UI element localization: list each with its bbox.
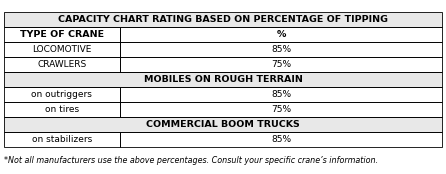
Bar: [4, 132, 120, 147]
Bar: [4, 12, 442, 27]
Bar: [120, 132, 442, 147]
Bar: [4, 102, 120, 117]
Bar: [4, 27, 120, 42]
Bar: [120, 42, 442, 57]
Bar: [4, 117, 442, 132]
Text: 85%: 85%: [271, 45, 291, 54]
Bar: [4, 57, 120, 72]
Bar: [120, 132, 442, 147]
Text: CAPACITY CHART RATING BASED ON PERCENTAGE OF TIPPING: CAPACITY CHART RATING BASED ON PERCENTAG…: [58, 15, 388, 24]
Bar: [120, 27, 442, 42]
Text: 85%: 85%: [271, 90, 291, 99]
Text: 75%: 75%: [271, 105, 291, 114]
Bar: [120, 42, 442, 57]
Bar: [4, 72, 442, 87]
Bar: [120, 87, 442, 102]
Bar: [120, 102, 442, 117]
Bar: [4, 57, 120, 72]
Text: COMMERCIAL BOOM TRUCKS: COMMERCIAL BOOM TRUCKS: [146, 120, 300, 129]
Text: 75%: 75%: [271, 60, 291, 69]
Text: CRAWLERS: CRAWLERS: [37, 60, 87, 69]
Bar: [4, 117, 442, 132]
Text: on stabilizers: on stabilizers: [32, 135, 92, 144]
Text: %: %: [277, 30, 286, 39]
Text: *Not all manufacturers use the above percentages. Consult your specific crane’s : *Not all manufacturers use the above per…: [4, 156, 378, 165]
Text: TYPE OF CRANE: TYPE OF CRANE: [20, 30, 104, 39]
Bar: [4, 102, 120, 117]
Text: MOBILES ON ROUGH TERRAIN: MOBILES ON ROUGH TERRAIN: [144, 75, 302, 84]
Bar: [4, 27, 120, 42]
Text: 85%: 85%: [271, 135, 291, 144]
Bar: [4, 42, 120, 57]
Bar: [120, 57, 442, 72]
Bar: [4, 87, 120, 102]
Bar: [120, 27, 442, 42]
Bar: [120, 87, 442, 102]
Bar: [4, 42, 120, 57]
Text: on outriggers: on outriggers: [31, 90, 92, 99]
Bar: [120, 57, 442, 72]
Text: on tires: on tires: [45, 105, 79, 114]
Text: LOCOMOTIVE: LOCOMOTIVE: [32, 45, 91, 54]
Bar: [4, 72, 442, 87]
Bar: [4, 12, 442, 27]
Bar: [120, 102, 442, 117]
Bar: [4, 132, 120, 147]
Bar: [4, 87, 120, 102]
